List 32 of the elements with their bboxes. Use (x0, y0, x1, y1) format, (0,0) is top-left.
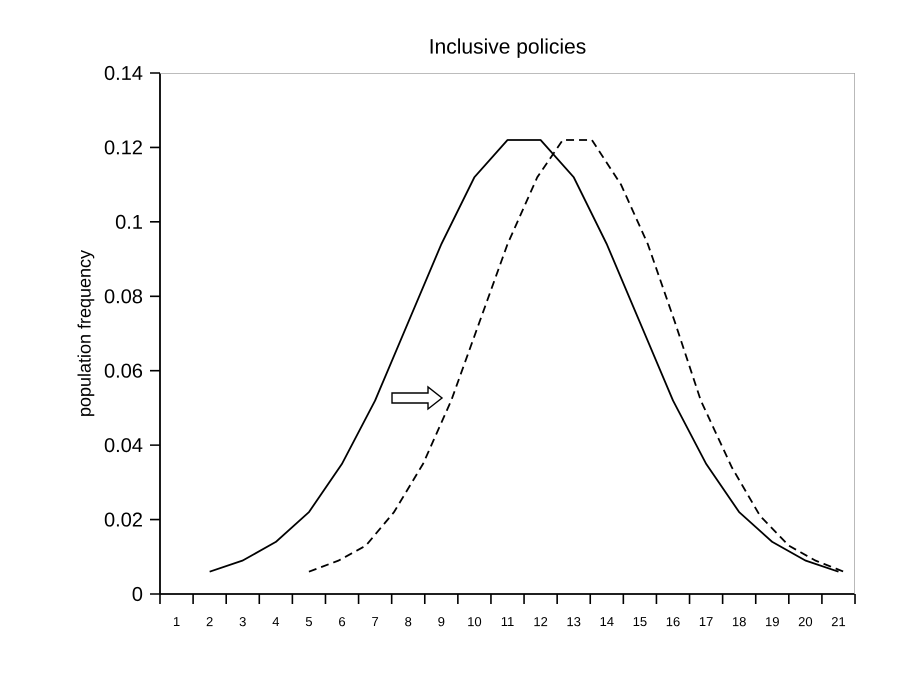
x-tick-label: 8 (405, 617, 412, 626)
x-tick-label: 9 (438, 617, 444, 626)
chart-title: Inclusive policies (430, 38, 586, 58)
x-tick-label: 3 (240, 617, 246, 626)
line-series (208, 139, 840, 573)
x-tick-label: 17 (700, 617, 713, 626)
y-tick-label: 0.06 (104, 364, 142, 378)
x-tick-label: 7 (372, 617, 378, 626)
y-axis-title: population frequency (77, 250, 94, 416)
x-tick-label: 12 (534, 617, 548, 626)
y-tick-label: 0.14 (104, 66, 142, 80)
y-tick-label: 0.1 (116, 214, 142, 229)
x-tick-label: 2 (206, 617, 213, 626)
y-tick-label: 0 (132, 586, 142, 602)
x-tick-label: 10 (468, 617, 482, 626)
y-tick-label: 0.12 (104, 140, 142, 154)
x-tick-label: 6 (339, 617, 346, 626)
x-tick-label: 4 (272, 617, 280, 626)
y-tick-label: 0.04 (104, 438, 142, 452)
x-tick-label: 5 (306, 617, 312, 626)
x-tick-label: 18 (732, 617, 746, 626)
y-tick-label: 0.08 (104, 289, 142, 304)
x-tick-label: 1 (174, 617, 180, 626)
x-tick-label: 19 (766, 617, 779, 626)
x-tick-label: 21 (832, 617, 846, 626)
x-tick-label: 13 (567, 617, 580, 626)
x-tick-label: 11 (502, 617, 514, 626)
x-tick-label: 20 (798, 617, 812, 626)
x-tick-label: 14 (600, 617, 614, 626)
x-tick-label: 15 (634, 617, 647, 626)
x-tick-label: 16 (666, 617, 680, 626)
y-tick-label: 0.02 (104, 512, 142, 527)
